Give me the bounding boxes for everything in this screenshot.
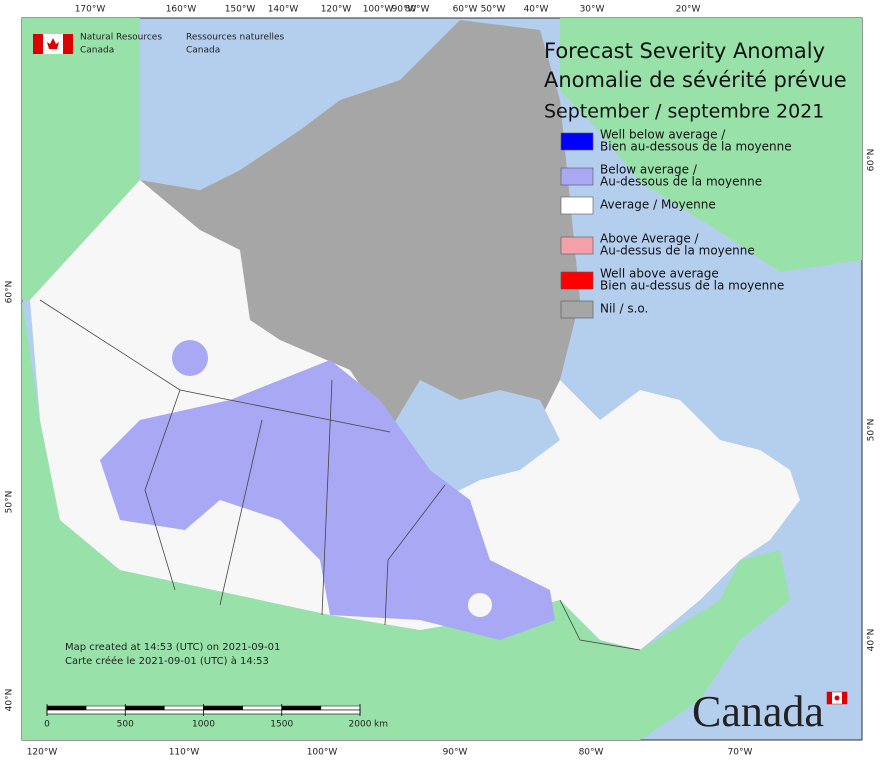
scale-segment [85,705,126,711]
legend-swatch [560,300,594,319]
legend-label: Above Average / [600,232,700,246]
graticule-label: 50°W [481,5,506,15]
graticule-label: 120°W [321,5,352,15]
graticule-label: 100°W [307,748,338,758]
graticule-label: 60°N [867,149,877,172]
graticule-label: 170°W [75,5,106,15]
graticule-label: 100°W [363,5,394,15]
scale-label: 500 [117,720,134,730]
arctic-nil [140,20,580,440]
hudson-bay [390,380,560,500]
flag-bar [827,692,832,704]
subtitle: September / septembre 2021 [544,101,824,123]
scale-segment [242,705,282,711]
graticule-label: 20°W [676,5,701,15]
legend-swatch [560,236,594,255]
graticule-label: 80°W [405,5,430,15]
graticule-label: 160°W [166,5,197,15]
title: Forecast Severity Anomaly [544,39,825,63]
scale-segment [281,705,322,711]
legend-label: Bien au-dessus de la moyenne [600,279,784,293]
scale-label: 1000 [192,720,215,730]
legend-label: Well below average / [600,128,726,142]
maple-leaf [47,38,59,49]
border [559,599,641,651]
legend-swatch [560,271,594,290]
note: Carte créée le 2021-09-01 (UTC) à 14:53 [65,655,269,667]
legend-label: Average / Moyenne [600,198,716,212]
border [321,379,333,616]
graticule-label: 70°W [728,748,753,758]
legend-label: Au-dessous de la moyenne [600,175,762,189]
scale-label: 1500 [270,720,293,730]
graticule-label: 110°W [169,748,200,758]
usa [22,300,790,740]
scale-label: 0 [44,720,50,730]
note: Map created at 14:53 (UTC) on 2021-09-01 [65,642,280,653]
border [144,389,181,591]
org-en: Natural Resources [80,33,162,43]
graticule-label: 40°N [5,689,15,712]
scale-unit: km [374,720,388,730]
graticule-label: 90°W [392,5,417,15]
org-fr: Ressources naturelles [186,33,285,43]
graticule-label: 120°W [27,748,58,758]
graticule-label: 150°W [225,5,256,15]
flag-bar [842,692,847,704]
graticule-label: 90°W [443,748,468,758]
scale-segment [164,705,204,711]
average-region [468,593,492,617]
graticule-label: 80°W [579,748,604,758]
graticule-label: 30°W [580,5,605,15]
dynamic: Well below average /Bien au-dessous de l… [5,5,877,758]
border [219,419,263,606]
graticule-label: 60°N [5,281,15,304]
below-average-region [172,340,208,376]
scale-segment [125,705,165,711]
org-en: Canada [80,46,114,56]
graticule-label: 140°W [268,5,299,15]
logo: Natural Resources Canada Ressources natu… [33,33,285,56]
flag-bar [63,34,73,54]
legend-label: Au-dessus de la moyenne [600,244,755,258]
graticule-label: 40°N [867,629,877,652]
maple-leaf [834,695,840,701]
legend-swatch [560,132,594,151]
graticule-label: 40°W [524,5,549,15]
legend-label: Below average / [600,163,698,177]
scale-segment [320,705,361,711]
org-fr: Canada [186,46,220,56]
greenland [560,18,862,272]
graticule-label: 50°N [867,419,877,442]
border [384,484,446,626]
title: Anomalie de sévérité prévue [544,68,847,92]
legend-swatch [560,167,594,186]
scale-segment [203,705,243,711]
wordmark: Canada [692,687,824,736]
legend-label: Well above average [600,267,719,281]
legend-label: Bien au-dessous de la moyenne [600,140,792,154]
scale-segment [46,705,87,711]
flag-bar [33,34,43,54]
graticule-label: 60°W [453,5,478,15]
map [21,17,863,741]
legend-label: Nil / s.o. [600,302,648,316]
wordmark-flag [826,691,848,705]
legend-swatch [560,196,594,215]
below-average-region [100,360,555,640]
scale-label: 2000 [349,720,372,730]
alaska [22,18,140,300]
graticule-label: 50°N [5,491,15,514]
